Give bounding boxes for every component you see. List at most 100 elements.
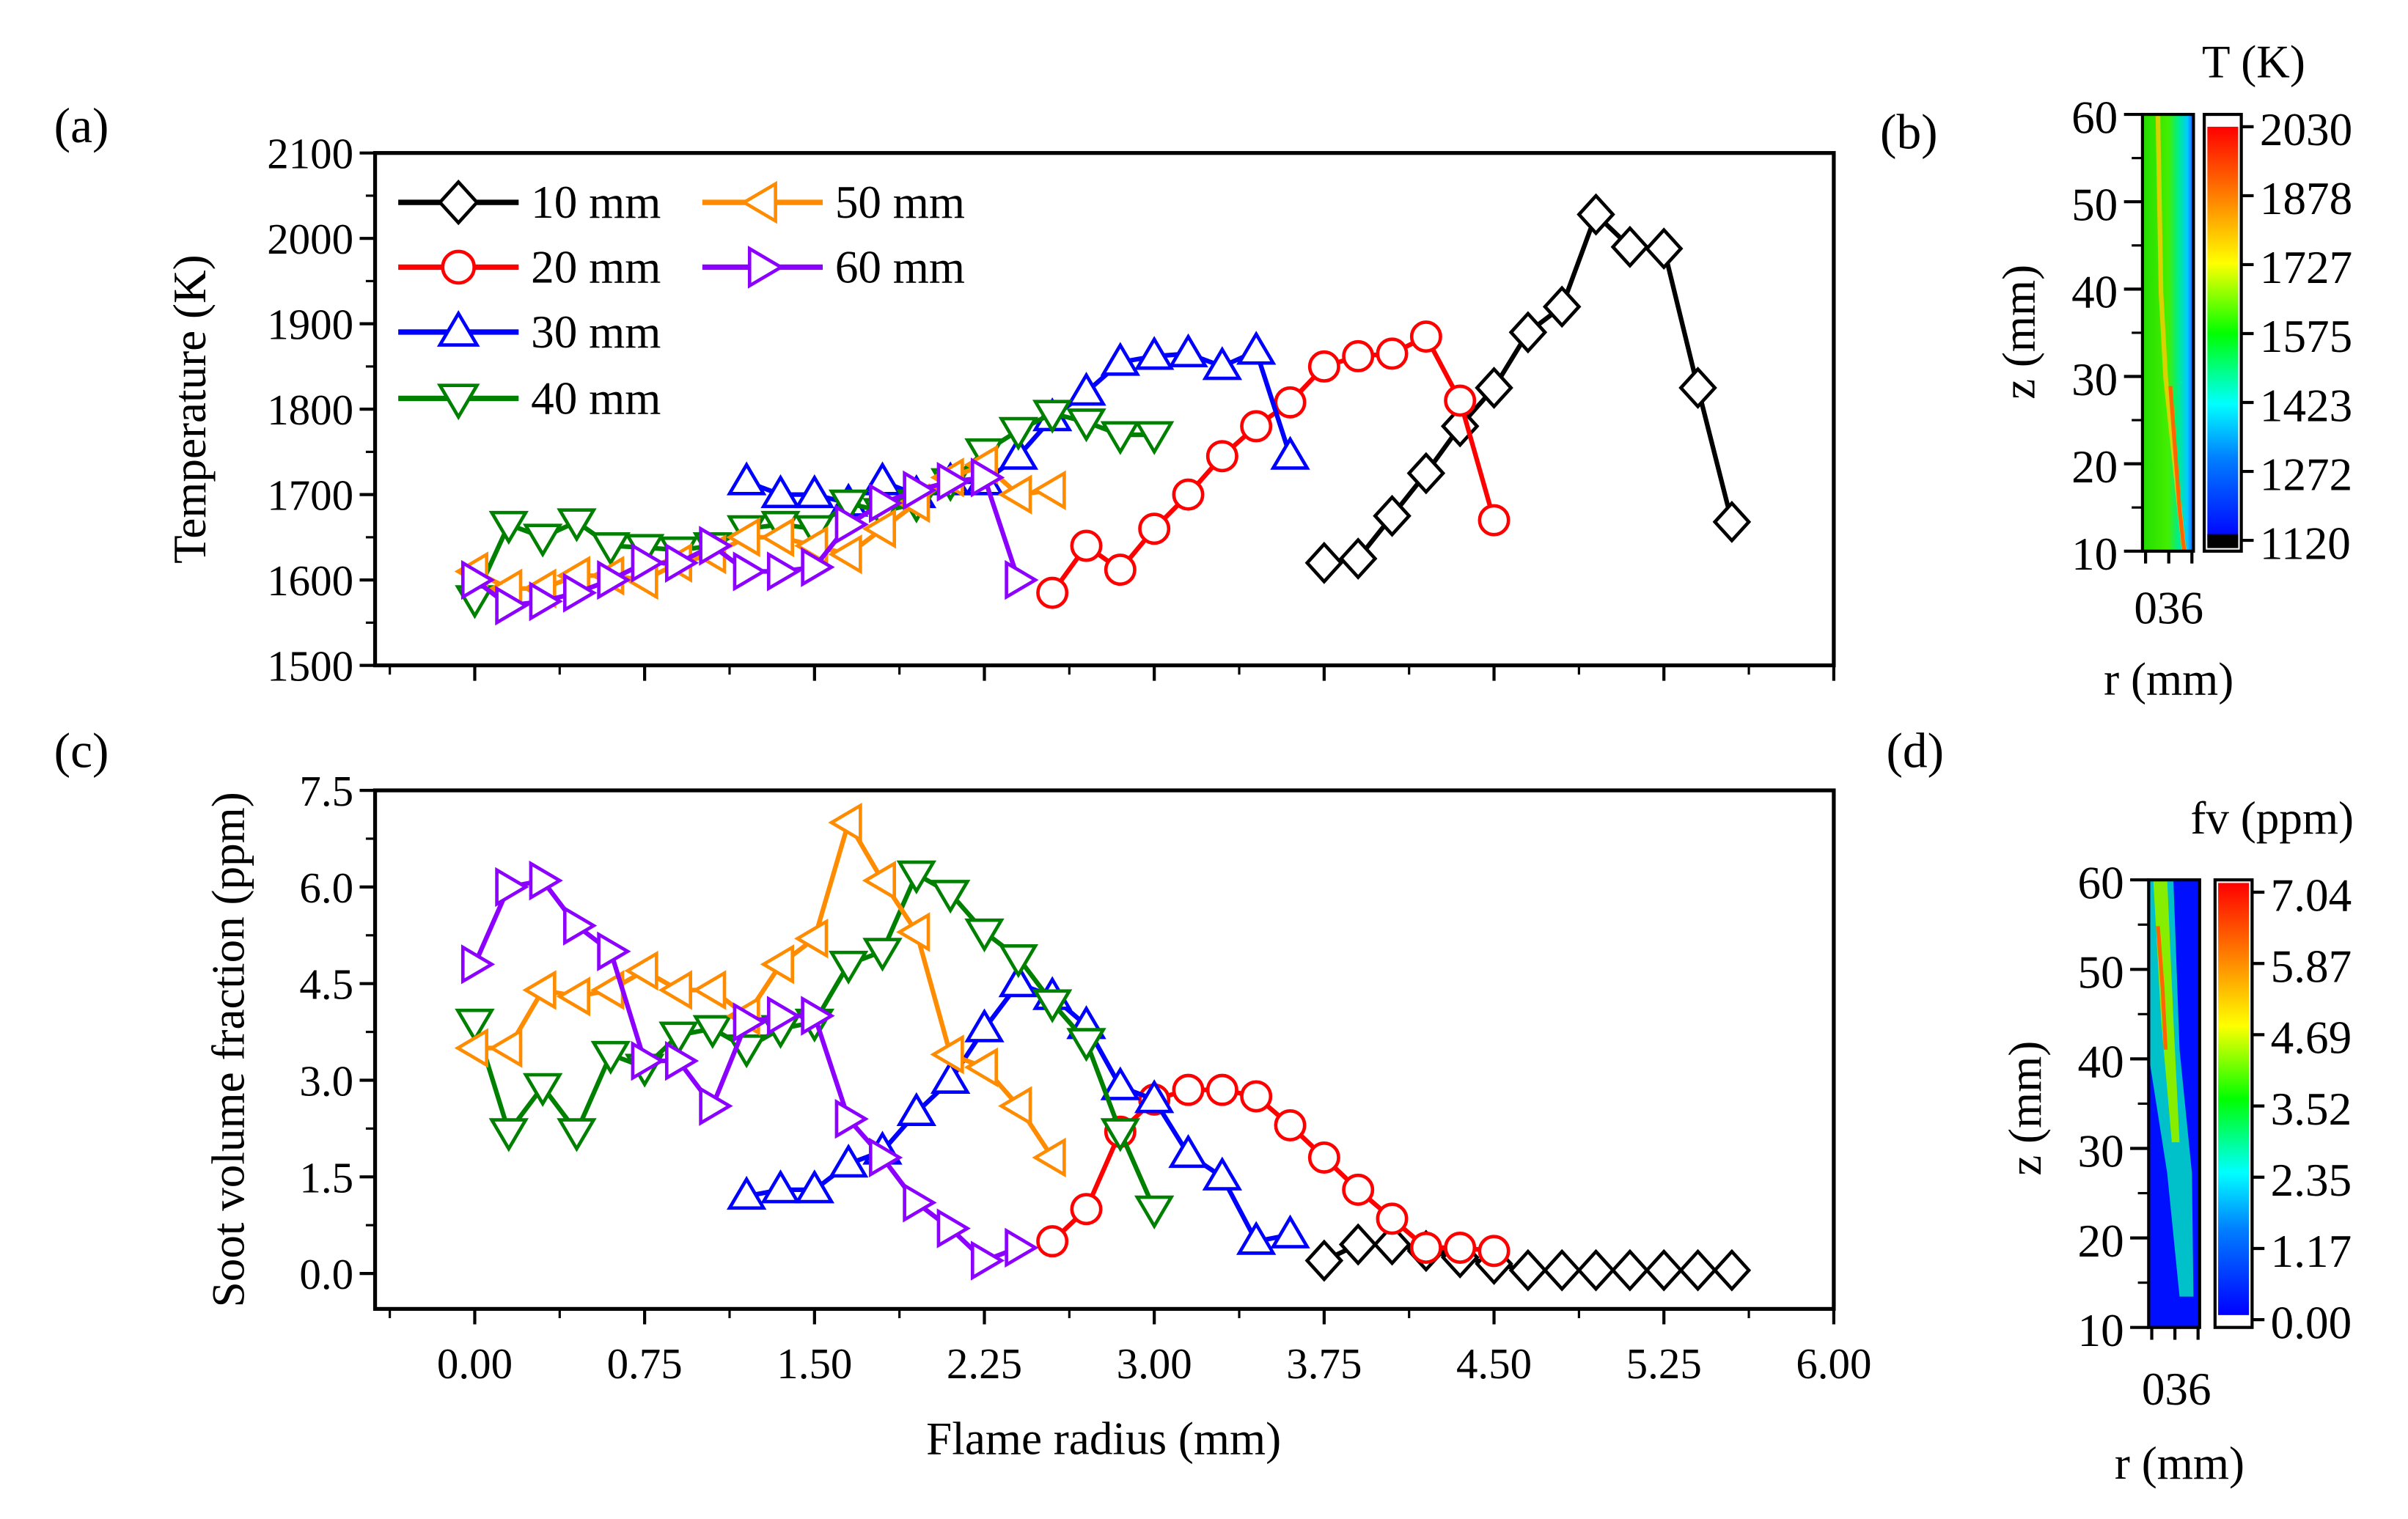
x-tick-label: 6.00 — [1796, 1339, 1871, 1388]
data-point — [862, 938, 903, 972]
data-point — [970, 457, 1005, 498]
y-tick-label: 1900 — [267, 301, 353, 349]
legend-item-10-mm: 10 mm — [398, 177, 661, 228]
data-point — [1307, 1141, 1340, 1174]
data-point — [1342, 1173, 1375, 1206]
data-point — [726, 1175, 767, 1210]
y-tick-label: 50 — [2071, 179, 2118, 230]
colorbar — [2207, 126, 2239, 541]
legend-item-20-mm: 20 mm — [398, 242, 661, 293]
data-point — [1172, 478, 1205, 511]
data-point — [1475, 367, 1513, 409]
legend-item-50-mm: 50 mm — [702, 177, 965, 228]
data-point — [699, 1086, 733, 1126]
data-point — [1610, 225, 1650, 268]
data-point — [998, 435, 1039, 470]
data-point — [495, 585, 529, 626]
data-point — [1134, 1079, 1175, 1114]
data-point — [624, 950, 658, 991]
x-tick-labels: 036 — [2142, 1364, 2211, 1415]
data-point — [834, 504, 869, 545]
data-point — [1644, 1248, 1684, 1292]
y-axis-label: z (mm) — [1994, 265, 2045, 400]
x-axis-label: Flame radius (mm) — [926, 1413, 1281, 1464]
colorbar-tick-label: 7.04 — [2271, 869, 2352, 921]
data-point — [631, 542, 665, 584]
data-point — [1373, 1223, 1412, 1266]
data-point — [963, 1047, 999, 1088]
data-point — [1376, 1202, 1409, 1235]
data-point — [522, 970, 557, 1010]
data-point — [1100, 421, 1141, 455]
legend-label: 30 mm — [531, 306, 661, 358]
data-point — [1240, 1080, 1273, 1113]
data-point — [1610, 1248, 1650, 1292]
data-point — [1376, 337, 1409, 370]
data-point — [1236, 1221, 1277, 1255]
data-point — [522, 1073, 563, 1108]
data-point — [998, 1086, 1032, 1126]
data-point — [1172, 1073, 1205, 1106]
data-point — [862, 509, 897, 549]
data-point — [726, 461, 767, 496]
y-axis-label: z (mm) — [2000, 1041, 2051, 1176]
colorbar-tick-label: 2.35 — [2271, 1155, 2352, 1206]
x-tick-label: 2.25 — [947, 1339, 1022, 1388]
data-point — [1373, 494, 1412, 537]
y-tick-label: 6.0 — [299, 864, 353, 912]
data-point — [733, 1002, 767, 1042]
data-point — [1712, 500, 1752, 543]
legend-label: 60 mm — [835, 242, 965, 293]
data-point — [794, 1169, 835, 1204]
y-tick-label: 1600 — [267, 556, 353, 605]
data-point — [828, 534, 862, 575]
data-point — [1406, 452, 1446, 495]
data-point — [1134, 336, 1175, 370]
colorbar-tick-label: 4.69 — [2271, 1012, 2352, 1064]
data-point — [1307, 350, 1340, 383]
y-tick-label: 1800 — [267, 386, 353, 434]
data-point — [998, 474, 1032, 515]
legend-item-30-mm: 30 mm — [398, 306, 661, 358]
y-tick-label: 1700 — [267, 471, 353, 520]
data-point — [1576, 1248, 1615, 1292]
data-point — [930, 1034, 964, 1075]
legend: 10 mm 20 mm 30 mm 40 mm 50 mm 60 mm — [398, 177, 965, 424]
series-group — [454, 193, 1752, 626]
data-point — [1005, 559, 1039, 600]
legend-label: 10 mm — [531, 177, 661, 228]
series-line — [474, 817, 1054, 1159]
data-point — [1168, 333, 1208, 367]
data-point — [896, 912, 930, 952]
colorbar-tick-label: 1120 — [2260, 518, 2351, 569]
data-point — [522, 523, 563, 558]
y-tick-label: 10 — [2071, 529, 2118, 580]
data-point — [828, 489, 869, 523]
data-point — [998, 416, 1039, 451]
data-point — [1409, 1231, 1442, 1264]
data-point — [699, 526, 733, 566]
data-point — [1542, 1248, 1582, 1292]
colorbar-tick-label: 3.52 — [2271, 1084, 2352, 1135]
colorbar-tick-label: 1272 — [2260, 449, 2352, 500]
y-tick-label: 60 — [2071, 92, 2118, 143]
series-10-mm — [1304, 193, 1752, 584]
data-point — [1270, 1214, 1310, 1248]
data-point — [1032, 1137, 1066, 1178]
data-point — [1202, 346, 1243, 380]
data-point — [1274, 386, 1307, 419]
data-point — [1304, 1239, 1344, 1282]
data-point — [1100, 1066, 1141, 1100]
legend-marker — [436, 383, 480, 421]
data-point — [1032, 989, 1073, 1023]
data-point — [1066, 408, 1106, 443]
y-tick-label: 4.5 — [299, 960, 353, 1009]
data-point — [998, 944, 1039, 979]
data-point — [1138, 512, 1171, 545]
data-point — [1100, 342, 1141, 376]
colorbar-tick-label: 1878 — [2260, 173, 2352, 224]
series-60-mm — [460, 457, 1039, 626]
data-point — [1508, 1248, 1548, 1292]
y-tick-label: 20 — [2071, 441, 2118, 493]
